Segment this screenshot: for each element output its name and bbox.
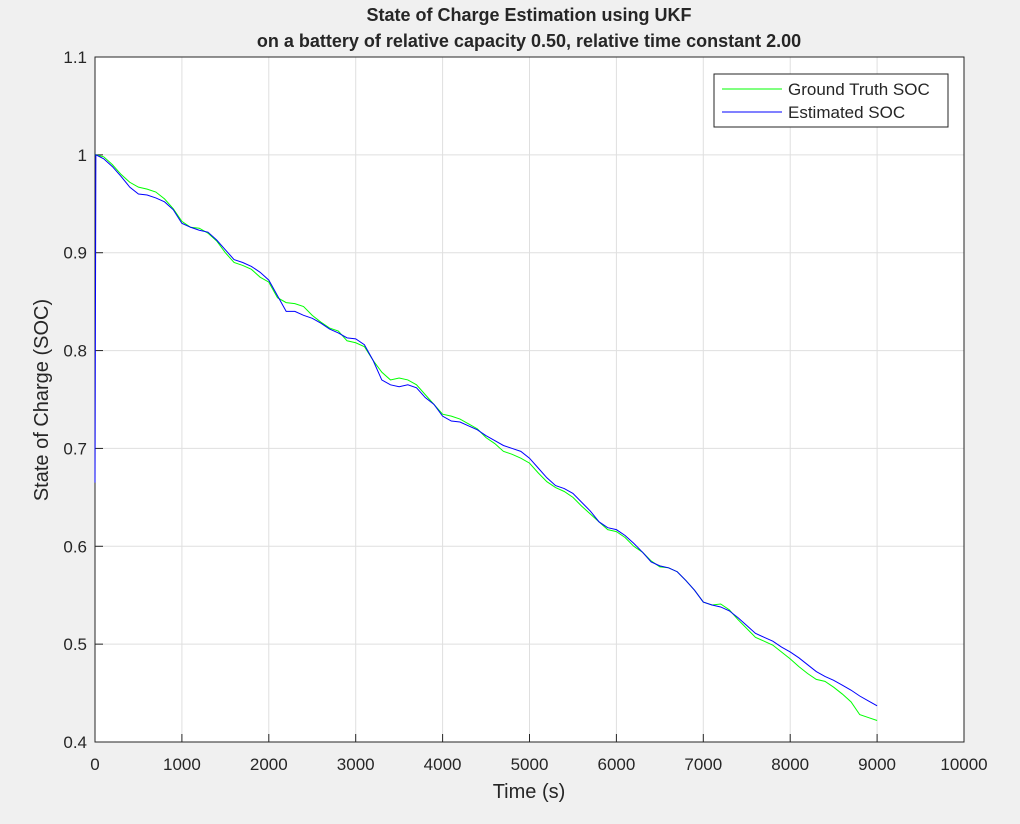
series-line xyxy=(94,154,878,707)
y-tick-label: 0.9 xyxy=(63,244,87,263)
y-tick-label: 0.8 xyxy=(63,342,87,361)
chart-subtitle: on a battery of relative capacity 0.50, … xyxy=(257,31,801,51)
y-tick-label: 0.5 xyxy=(63,635,87,654)
x-tick-label: 6000 xyxy=(597,755,635,774)
legend-box xyxy=(713,73,949,128)
y-tick-label: 0.7 xyxy=(63,439,87,458)
x-tick-label: 9000 xyxy=(858,755,896,774)
x-tick-label: 7000 xyxy=(684,755,722,774)
y-tick-label: 1 xyxy=(78,146,87,165)
y-axis-label: State of Charge (SOC) xyxy=(31,299,53,501)
legend-label: Ground Truth SOC xyxy=(788,80,930,99)
y-tick-label: 1.1 xyxy=(63,48,87,67)
x-tick-label: 4000 xyxy=(424,755,462,774)
x-axis-label: Time (s) xyxy=(493,781,566,803)
y-tick-label: 0.4 xyxy=(63,733,87,752)
legend-label: Estimated SOC xyxy=(788,103,905,122)
x-tick-label: 0 xyxy=(90,755,99,774)
y-tick-label: 0.6 xyxy=(63,537,87,556)
x-tick-label: 8000 xyxy=(771,755,809,774)
x-tick-label: 5000 xyxy=(511,755,549,774)
x-tick-label: 2000 xyxy=(250,755,288,774)
chart-title: State of Charge Estimation using UKF xyxy=(366,5,691,25)
x-tick-label: 1000 xyxy=(163,755,201,774)
x-tick-label: 10000 xyxy=(940,755,987,774)
x-tick-label: 3000 xyxy=(337,755,375,774)
